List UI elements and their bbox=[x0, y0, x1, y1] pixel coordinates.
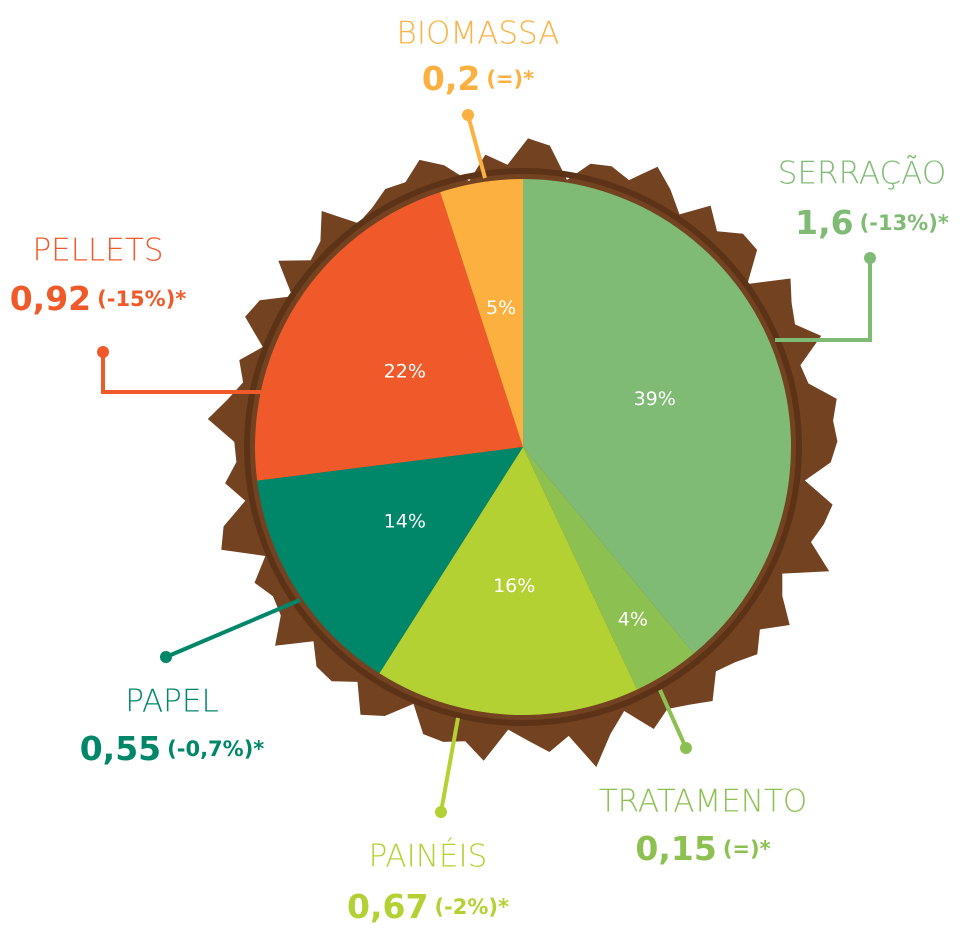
amount-value: 0,55 bbox=[80, 729, 161, 768]
pie: 39% 4% 16% 14% 22% 5% bbox=[255, 179, 791, 715]
category-name: PELLETS bbox=[32, 233, 163, 269]
percent-label: 22% bbox=[384, 360, 426, 382]
percent-label: 39% bbox=[634, 388, 676, 410]
percent-label: 16% bbox=[493, 575, 535, 597]
amount-change: (=)* bbox=[723, 837, 771, 861]
amount: 1,6 (-13%)* bbox=[795, 203, 949, 242]
amount-value: 0,67 bbox=[347, 887, 428, 926]
leader-dot bbox=[680, 742, 692, 754]
amount-value: 0,15 bbox=[635, 829, 716, 868]
amount: 0,15 (=)* bbox=[635, 829, 770, 868]
amount-change: (-2%)* bbox=[434, 895, 509, 919]
category-name: SERRAÇÃO bbox=[778, 155, 946, 192]
amount-change: (-13%)* bbox=[860, 211, 949, 235]
amount-value: 0,2 bbox=[422, 59, 480, 98]
category-name: BIOMASSA bbox=[397, 16, 560, 52]
amount: 0,2(=)* bbox=[422, 59, 534, 98]
amount: 0,55(-0,7%)* bbox=[80, 729, 265, 768]
category-name: PAPEL bbox=[125, 684, 218, 720]
category-name: TRATAMENTO bbox=[599, 784, 808, 820]
amount-change: (=)* bbox=[486, 67, 534, 91]
leader-dot bbox=[435, 806, 447, 818]
amount-change: (-15%)* bbox=[97, 287, 186, 311]
chart: 39% 4% 16% 14% 22% 5% SERRAÇÃO 1,6 (-13%)* TRATA… bbox=[0, 0, 970, 925]
percent-label: 14% bbox=[384, 511, 426, 533]
amount: 0,67(-2%)* bbox=[347, 887, 509, 926]
leader-dot bbox=[864, 252, 876, 264]
leader-dot bbox=[462, 109, 474, 121]
category-name: PAINÉIS bbox=[369, 839, 488, 875]
amount-value: 1,6 bbox=[795, 203, 853, 242]
amount-value: 0,92 bbox=[10, 279, 91, 318]
leader-line bbox=[468, 115, 485, 178]
percent-label: 4% bbox=[618, 609, 648, 631]
amount: 0,92(-15%)* bbox=[10, 279, 187, 318]
leader-dot bbox=[97, 346, 109, 358]
percent-label: 5% bbox=[486, 297, 516, 319]
amount-change: (-0,7%)* bbox=[167, 737, 264, 761]
leader-dot bbox=[160, 651, 172, 663]
